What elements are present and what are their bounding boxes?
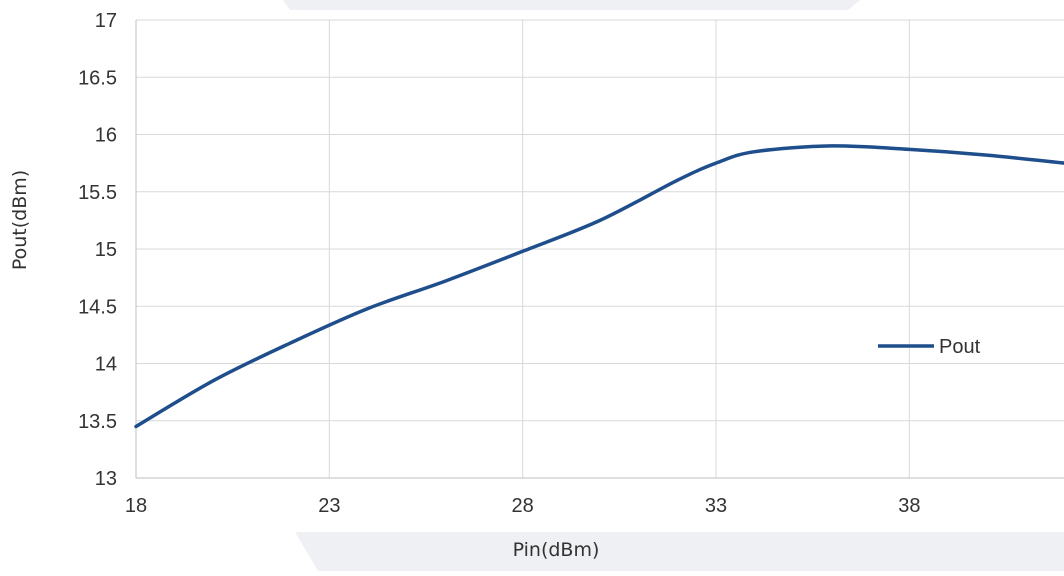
legend-label-pout: Pout <box>939 336 981 358</box>
bottom-decor-band <box>295 532 1064 571</box>
y-tick-label: 13.5 <box>78 411 117 433</box>
tick-labels: 13 13.5 14 14.5 15 15.5 16 16.5 17 18 23 28 33 38 <box>78 10 920 517</box>
series-layer <box>134 144 1064 429</box>
y-tick-label: 13 <box>95 468 117 490</box>
y-tick-label: 15 <box>95 239 117 261</box>
y-tick-label: 16 <box>95 125 117 147</box>
x-tick-label: 18 <box>125 495 147 517</box>
y-axis-title: Pout(dBm) <box>9 170 31 270</box>
y-tick-label: 14 <box>95 354 117 376</box>
x-tick-label: 33 <box>705 495 727 517</box>
x-axis-title: Pin(dBm) <box>513 539 600 561</box>
y-tick-label: 14.5 <box>78 296 117 318</box>
x-tick-label: 38 <box>898 495 920 517</box>
y-tick-label: 15.5 <box>78 182 117 204</box>
grid <box>136 19 1064 478</box>
series-line-pout <box>134 144 1064 429</box>
x-tick-label: 23 <box>318 495 340 517</box>
axes <box>135 20 1064 479</box>
x-tick-label: 28 <box>512 495 534 517</box>
y-tick-label: 16.5 <box>78 67 117 89</box>
legend: Pout <box>878 336 981 358</box>
y-tick-label: 17 <box>95 10 117 32</box>
top-decor-band <box>283 0 860 10</box>
